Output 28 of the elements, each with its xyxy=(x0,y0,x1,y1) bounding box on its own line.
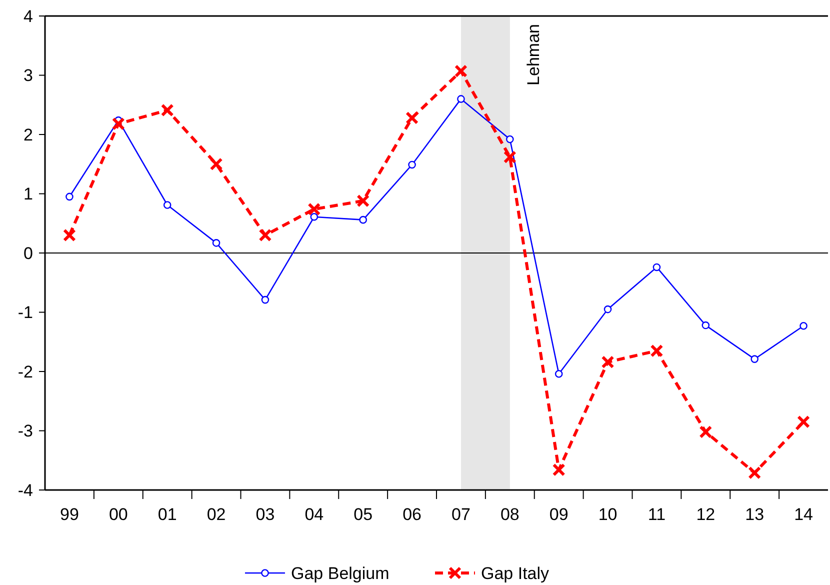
y-tick-label: 0 xyxy=(24,244,33,263)
x-tick-label: 14 xyxy=(794,505,813,524)
y-tick-label: -4 xyxy=(18,480,33,500)
legend-label: Gap Belgium xyxy=(291,564,390,583)
y-tick-label: 1 xyxy=(24,184,33,204)
x-tick-label: 07 xyxy=(452,505,470,524)
x-tick-label: 09 xyxy=(549,505,568,524)
x-tick-label: 99 xyxy=(60,505,79,524)
x-tick-label: 10 xyxy=(598,505,618,524)
band-label: Lehman xyxy=(524,24,543,86)
x-tick-label: 05 xyxy=(354,505,373,524)
y-tick-label: 2 xyxy=(24,125,33,144)
x-tick-label: 06 xyxy=(402,505,422,524)
x-tick-label: 01 xyxy=(158,505,177,524)
y-tick-label: -2 xyxy=(18,362,33,382)
x-tick-label: 02 xyxy=(206,505,226,524)
y-tick-label: -1 xyxy=(18,303,33,322)
x-tick-label: 04 xyxy=(304,505,324,524)
y-tick-label: -3 xyxy=(18,422,33,441)
legend-label: Gap Italy xyxy=(481,564,550,583)
x-tick-label: 11 xyxy=(648,505,666,524)
x-tick-label: 00 xyxy=(108,505,128,524)
y-tick-label: 4 xyxy=(24,6,33,26)
x-tick-label: 03 xyxy=(256,505,275,524)
x-tick-label: 12 xyxy=(696,505,716,524)
x-tick-label: 13 xyxy=(745,505,764,524)
x-tick-label: 08 xyxy=(500,505,520,524)
y-tick-label: 3 xyxy=(24,66,33,86)
